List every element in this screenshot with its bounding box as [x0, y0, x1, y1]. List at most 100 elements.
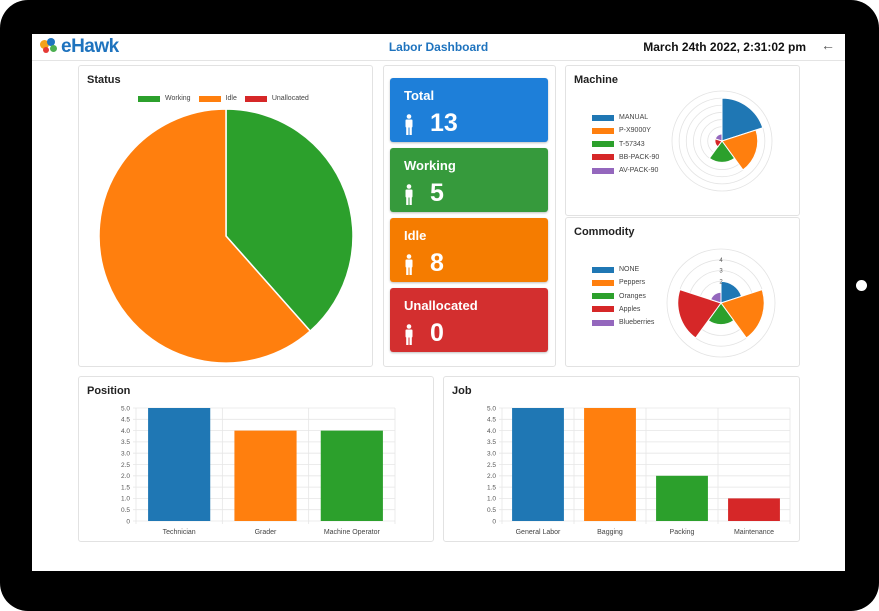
legend-label-working[interactable]: Working — [165, 95, 191, 102]
legend-item-oranges[interactable]: Oranges — [592, 293, 646, 300]
status-card: Status Working Idle Unallocated — [78, 65, 373, 367]
y-tick-label: 4.0 — [121, 428, 130, 435]
commodity-polar-chart: 4 3 2 — [666, 248, 776, 358]
arrow-left-icon[interactable]: ← — [821, 37, 835, 53]
total-count: 13 — [430, 109, 458, 137]
polar-grid-ring — [666, 248, 776, 358]
unallocated-tile[interactable]: Unallocated 0 — [390, 288, 548, 352]
legend-item-apples[interactable]: Apples — [592, 306, 640, 313]
person-icon — [405, 324, 413, 345]
legend-swatch — [592, 154, 614, 161]
machine-title: Machine — [574, 74, 619, 86]
x-tick-label: Packing — [670, 529, 695, 536]
legend-item-peppers[interactable]: Peppers — [592, 279, 645, 286]
legend-label: Blueberries — [619, 319, 655, 327]
bar-bagging[interactable] — [584, 408, 636, 521]
legend-label: BB-PACK-90 — [619, 153, 660, 161]
legend-item-none[interactable]: NONE — [592, 266, 639, 273]
pie-slice-working[interactable] — [225, 108, 354, 333]
y-tick-label: 2.5 — [121, 462, 130, 469]
polar-slice-blueberries[interactable] — [710, 291, 722, 304]
bar-machine-operator[interactable] — [320, 430, 383, 521]
legend-swatch — [592, 127, 614, 134]
polar-slice-p-x9000y[interactable] — [721, 129, 759, 171]
machine-card: Machine MANUAL P-X9000Y T-57343 BB-PACK-90 A… — [565, 65, 800, 216]
legend-label: T-57343 — [619, 140, 645, 148]
legend-label-idle[interactable]: Idle — [225, 95, 237, 102]
legend-item-blueberries[interactable]: Blueberries — [592, 319, 654, 326]
legend-label: AV-PACK-90 — [619, 167, 659, 175]
unallocated-label: Unallocated — [404, 298, 478, 313]
legend-item-t-57343[interactable]: T-57343 — [592, 141, 645, 148]
y-tick-label: 3.0 — [121, 451, 130, 458]
machine-polar-chart — [671, 90, 773, 192]
y-tick-label: 2.5 — [487, 462, 496, 469]
status-legend: Working Idle Unallocated — [138, 95, 309, 102]
job-title: Job — [452, 385, 472, 397]
polar-slice-t-57343[interactable] — [708, 140, 736, 163]
y-tick-label: 2.0 — [487, 473, 496, 480]
legend-swatch — [592, 141, 614, 148]
unallocated-count: 0 — [430, 319, 444, 347]
legend-swatch — [592, 279, 614, 286]
legend-swatch — [592, 293, 614, 300]
polar-grid-ring — [671, 90, 773, 192]
ehawk-logo[interactable]: eHawk — [38, 36, 119, 58]
y-tick-label: 2.0 — [121, 473, 130, 480]
position-card: Position 5.0 4.5 4.0 3.5 3.0 2.5 2.0 1.5 1.0 0.5 0… — [78, 376, 434, 542]
total-tile[interactable]: Total 13 — [390, 78, 548, 142]
polar-tick-label: 4 — [719, 258, 723, 264]
page-title: Labor Dashboard — [388, 40, 489, 54]
idle-label: Idle — [404, 228, 427, 243]
commodity-title: Commodity — [574, 226, 635, 238]
legend-swatch-idle — [198, 95, 221, 102]
legend-label: MANUAL — [619, 114, 649, 121]
y-tick-label: 5.0 — [487, 405, 496, 412]
logo-text: eHawk — [61, 36, 119, 57]
status-title: Status — [87, 74, 121, 86]
legend-label-unallocated[interactable]: Unallocated — [271, 95, 309, 102]
y-tick-label: 3.0 — [487, 451, 496, 458]
legend-swatch — [592, 167, 614, 174]
person-icon — [405, 184, 413, 205]
legend-item-av-pack-90[interactable]: AV-PACK-90 — [592, 167, 658, 174]
bar-maintenance[interactable] — [728, 498, 780, 521]
x-tick-label: Bagging — [597, 529, 623, 536]
legend-label: Peppers — [619, 279, 646, 287]
polar-slice-manual[interactable] — [721, 97, 764, 142]
idle-tile[interactable]: Idle 8 — [390, 218, 548, 282]
home-button[interactable] — [856, 280, 867, 291]
job-bar-chart: 5.0 4.5 4.0 3.5 3.0 2.5 2.0 1.5 1.0 0.5 0 General L… — [487, 405, 791, 536]
working-label: Working — [404, 158, 456, 173]
polar-tick-label: 3 — [719, 269, 723, 275]
polar-slice-apples[interactable] — [677, 289, 722, 339]
y-tick-label: 3.5 — [487, 439, 496, 446]
top-bar: eHawk Labor Dashboard March 24th 2022, 2… — [32, 34, 845, 61]
y-tick-label: 1.0 — [487, 496, 496, 503]
y-tick-label: 1.5 — [487, 484, 496, 491]
polar-slice-av-pack-90[interactable] — [714, 133, 723, 142]
y-tick-label: 4.5 — [487, 417, 496, 424]
hawk-icon — [38, 37, 60, 57]
legend-item-p-x9000y[interactable]: P-X9000Y — [592, 127, 651, 134]
bar-grader[interactable] — [234, 430, 297, 521]
legend-item-bb-pack-90[interactable]: BB-PACK-90 — [592, 154, 659, 161]
legend-label: P-X9000Y — [619, 127, 651, 135]
polar-slice-peppers[interactable] — [720, 289, 765, 339]
bar-general-labor[interactable] — [512, 408, 564, 521]
y-tick-label: 0.5 — [121, 507, 130, 514]
legend-swatch — [592, 306, 614, 313]
y-tick-label: 0.5 — [487, 507, 496, 514]
bar-technician[interactable] — [148, 408, 211, 521]
pie-slice-idle[interactable] — [98, 108, 312, 364]
stats-card: Total 13 Working 5 Idle 8 Unallocated 0 — [383, 65, 556, 367]
legend-label: Oranges — [619, 292, 646, 300]
bar-packing[interactable] — [656, 475, 708, 521]
position-bar-chart: 5.0 4.5 4.0 3.5 3.0 2.5 2.0 1.5 1.0 0.5 0 Technicia… — [121, 405, 396, 536]
status-pie-chart — [98, 108, 354, 364]
working-tile[interactable]: Working 5 — [390, 148, 548, 212]
legend-swatch — [592, 114, 614, 121]
x-tick-label: Grader — [255, 529, 277, 536]
legend-item-manual[interactable]: MANUAL — [592, 114, 648, 121]
